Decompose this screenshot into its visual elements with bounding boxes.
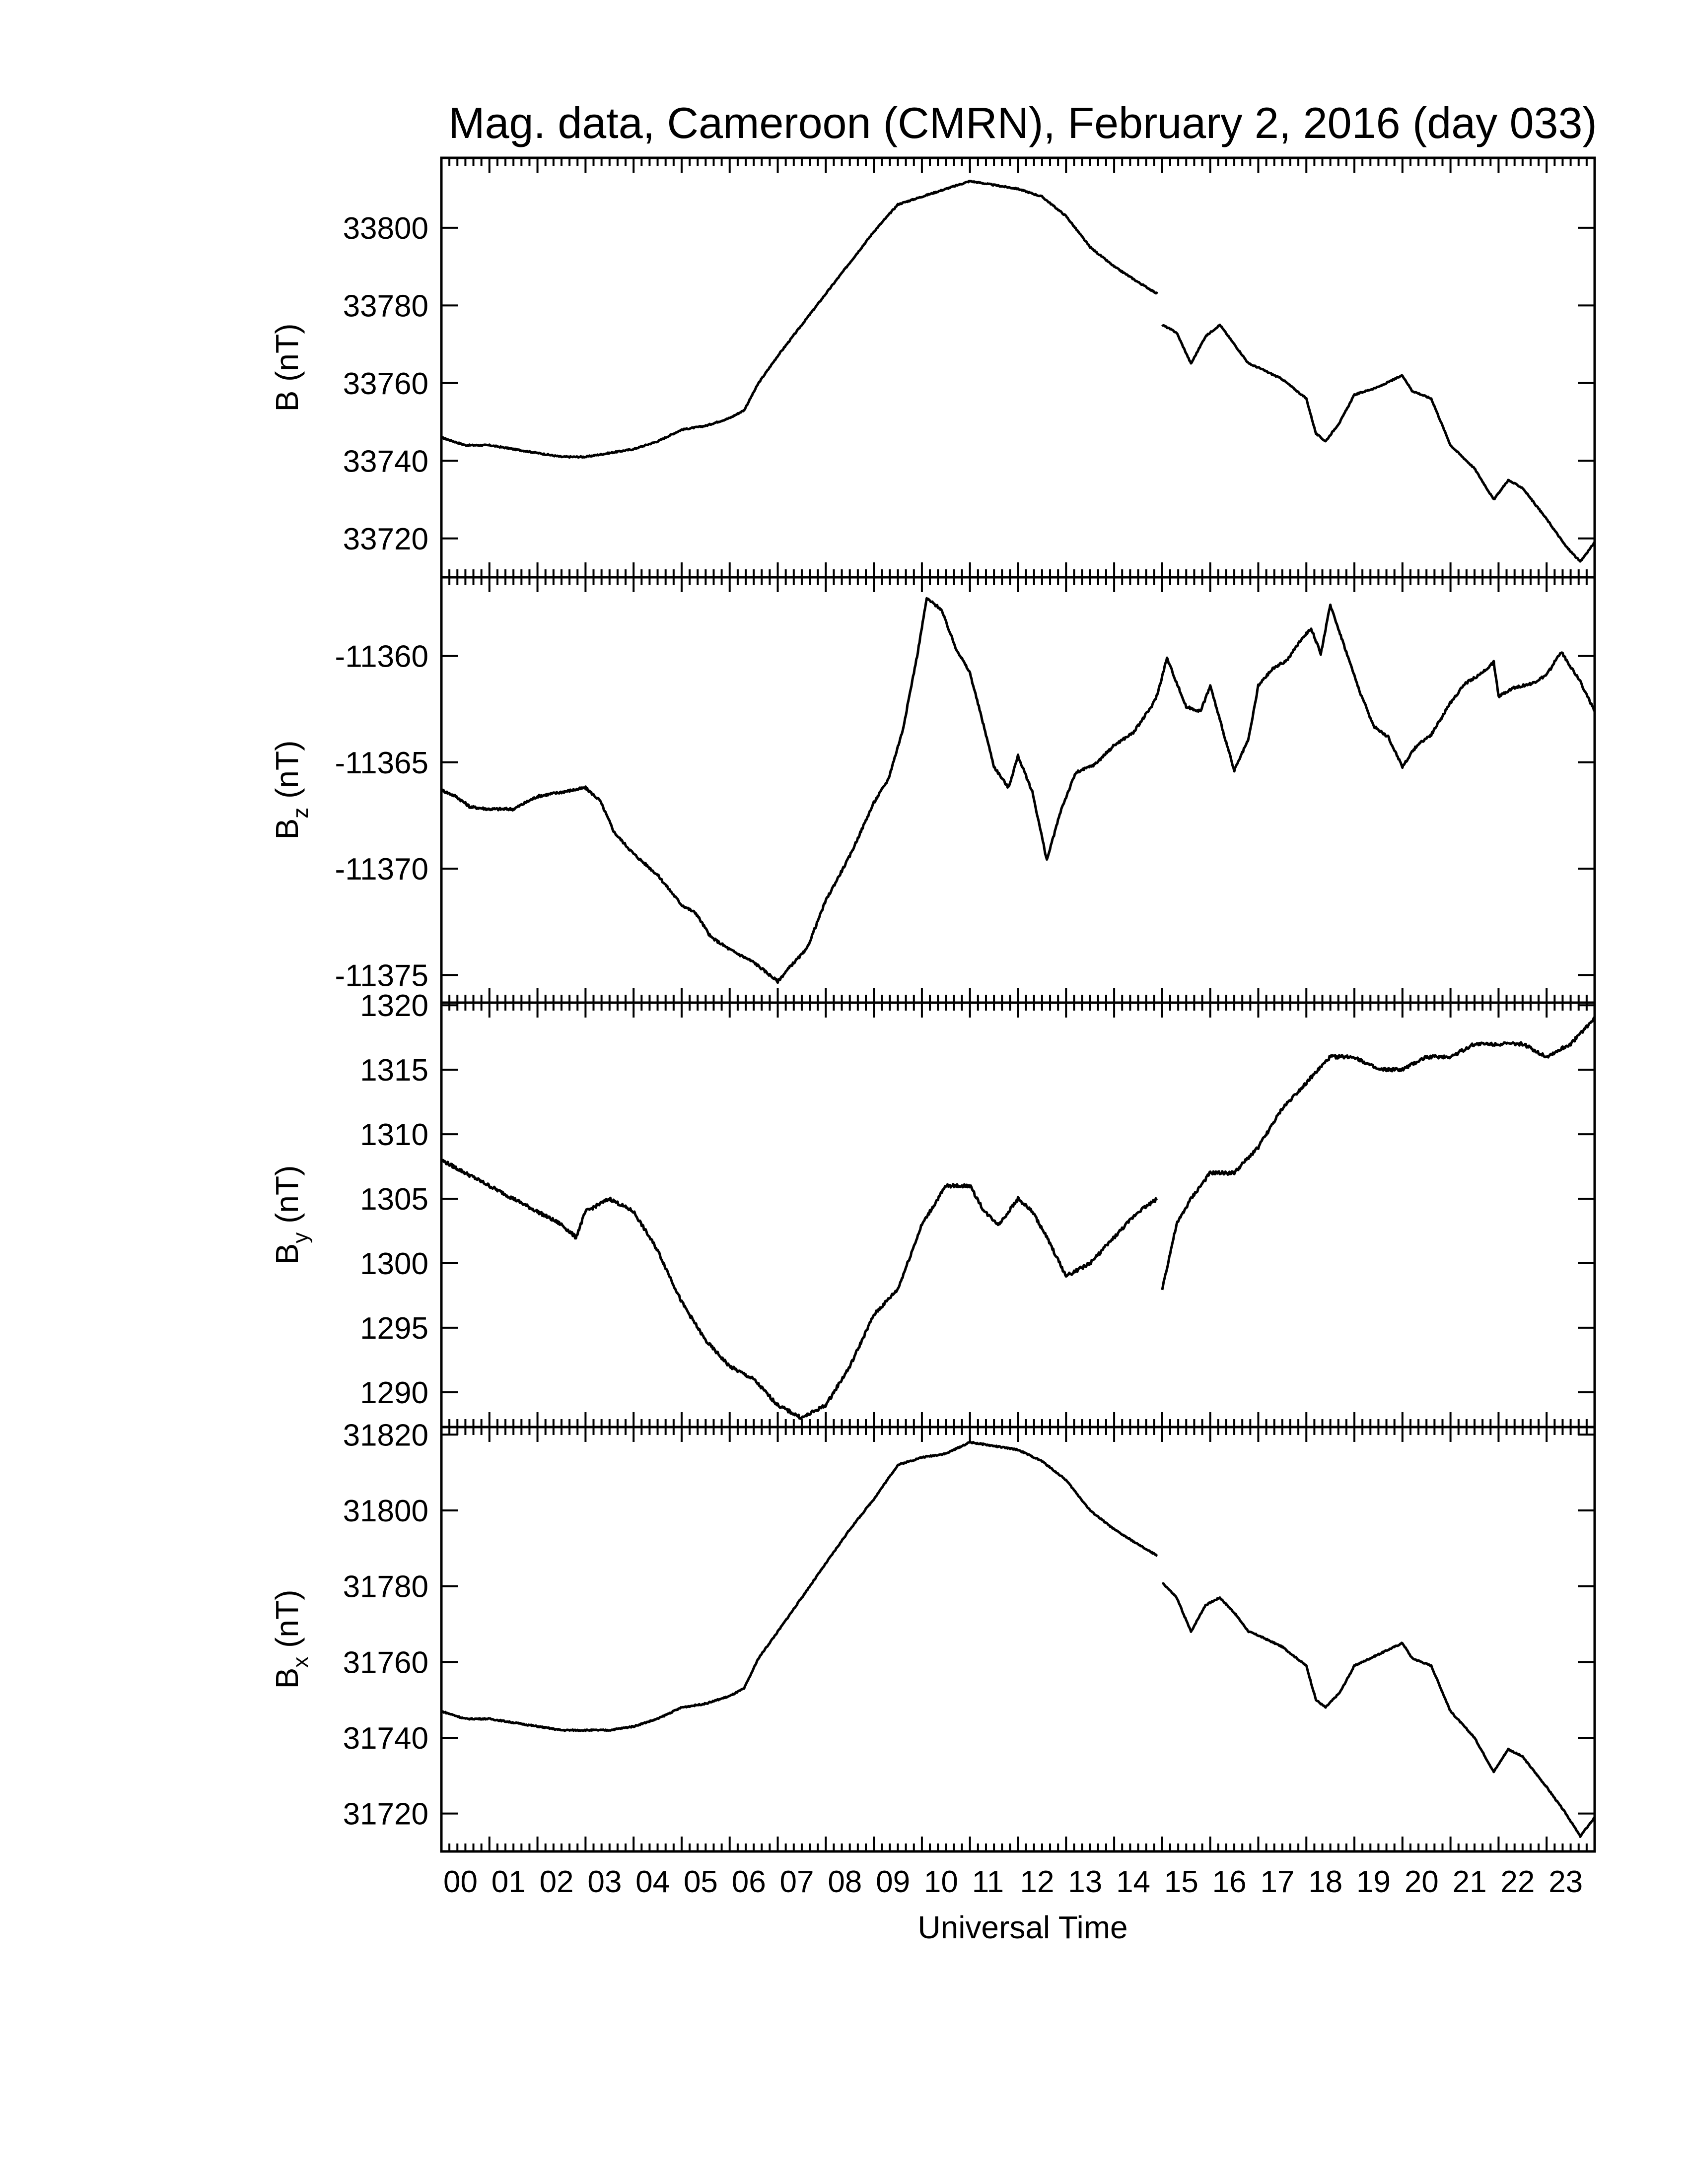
x-tick-label: 02 bbox=[540, 1865, 574, 1899]
y-tick-label: 1315 bbox=[360, 1053, 428, 1088]
y-tick-label: -11375 bbox=[335, 958, 428, 993]
y-axis-label: Bx (nT) bbox=[269, 1590, 313, 1689]
panel-frame bbox=[440, 1001, 1596, 1429]
x-tick-label: 18 bbox=[1308, 1865, 1342, 1899]
x-tick-label: 05 bbox=[684, 1865, 718, 1899]
y-tick-label: 31740 bbox=[343, 1721, 428, 1756]
y-axis-label-unit: (nT) bbox=[269, 1165, 305, 1232]
y-tick-label: 31760 bbox=[343, 1645, 428, 1680]
panel-1: 33720 33740 33760 33780 33800 B (nT) bbox=[269, 156, 1596, 579]
panel-3: 1290 1295 1300 1305 1310 1315 1320 By (nT) bbox=[269, 989, 1596, 1429]
y-tick-label: 31780 bbox=[343, 1570, 428, 1604]
x-tick-label: 09 bbox=[876, 1865, 910, 1899]
data-trace-segment-2 bbox=[1161, 1581, 1596, 1838]
y-axis-label: Bz (nT) bbox=[269, 741, 313, 840]
x-tick-label: 03 bbox=[587, 1865, 622, 1899]
y-axis-label: By (nT) bbox=[269, 1165, 313, 1265]
y-tick-label: 1310 bbox=[360, 1118, 428, 1152]
y-axis-label-subscript: x bbox=[288, 1657, 313, 1668]
y-tick-label: 1290 bbox=[360, 1376, 428, 1410]
y-tick-label: 33740 bbox=[343, 444, 428, 478]
data-trace-segment-1 bbox=[441, 180, 1159, 459]
y-tick-label: 33800 bbox=[343, 211, 428, 246]
data-trace-segment-1 bbox=[440, 597, 1596, 984]
x-tick-label: 19 bbox=[1356, 1865, 1391, 1899]
x-tick-label: 08 bbox=[828, 1865, 862, 1899]
panel-frame bbox=[440, 1426, 1596, 1853]
y-tick-label: 1295 bbox=[360, 1311, 428, 1346]
chart-title: Mag. data, Cameroon (CMRN), February 2, … bbox=[448, 98, 1597, 147]
y-tick-label: 31800 bbox=[343, 1494, 428, 1528]
data-trace-segment-1 bbox=[441, 1440, 1158, 1732]
y-axis-label-main: B bbox=[269, 391, 305, 412]
y-tick-label: -11370 bbox=[335, 852, 428, 887]
x-tick-label: 16 bbox=[1212, 1865, 1247, 1899]
y-tick-label: 33780 bbox=[343, 289, 428, 323]
data-trace-segment-1 bbox=[440, 1159, 1158, 1420]
y-axis-label-unit: (nT) bbox=[269, 741, 305, 808]
x-tick-label: 14 bbox=[1116, 1865, 1150, 1899]
x-tick-label: 12 bbox=[1020, 1865, 1055, 1899]
x-tick-label: 17 bbox=[1260, 1865, 1294, 1899]
y-tick-label: 31820 bbox=[343, 1418, 428, 1452]
x-tick-label: 10 bbox=[924, 1865, 958, 1899]
panel-2: -11375 -11370 -11365 -11360 Bz (nT) bbox=[269, 576, 1596, 1004]
x-tick-label: 01 bbox=[492, 1865, 526, 1899]
y-axis-label-main: B bbox=[269, 1243, 305, 1265]
y-tick-label: 1320 bbox=[360, 989, 428, 1023]
x-tick-label: 22 bbox=[1500, 1865, 1535, 1899]
x-tick-label: 00 bbox=[443, 1865, 478, 1899]
x-tick-label: 15 bbox=[1164, 1865, 1198, 1899]
x-tick-label: 21 bbox=[1453, 1865, 1487, 1899]
y-tick-label: -11360 bbox=[335, 640, 428, 674]
y-tick-label: 1300 bbox=[360, 1247, 428, 1281]
x-tick-labels: 00 01 02 03 04 05 06 07 08 09 10 11 12 13 14 15 16 17 18 19… bbox=[443, 1865, 1583, 1899]
y-axis-label: B (nT) bbox=[269, 324, 305, 412]
panel-frame bbox=[440, 156, 1596, 579]
y-axis-label-main: B bbox=[269, 1668, 305, 1689]
y-tick-label: 1305 bbox=[360, 1182, 428, 1217]
x-tick-label: 13 bbox=[1068, 1865, 1102, 1899]
x-tick-label: 04 bbox=[635, 1865, 670, 1899]
panel-frame bbox=[440, 576, 1596, 1004]
x-tick-label: 23 bbox=[1548, 1865, 1583, 1899]
x-tick-label: 11 bbox=[972, 1865, 1004, 1899]
y-tick-label: -11365 bbox=[335, 746, 428, 780]
x-axis-label: Universal Time bbox=[917, 1910, 1127, 1945]
x-tick-label: 20 bbox=[1405, 1865, 1439, 1899]
y-tick-label: 33760 bbox=[343, 367, 428, 401]
y-axis-label-subscript: z bbox=[288, 808, 313, 819]
data-trace-segment-2 bbox=[1161, 1016, 1596, 1291]
y-axis-label-main: B bbox=[269, 819, 305, 840]
y-axis-label-unit: (nT) bbox=[269, 1590, 305, 1657]
data-trace-segment-2 bbox=[1161, 324, 1596, 563]
x-tick-label: 06 bbox=[732, 1865, 766, 1899]
y-tick-label: 31720 bbox=[343, 1797, 428, 1832]
y-axis-label-subscript: y bbox=[288, 1232, 313, 1243]
y-axis-label-unit: (nT) bbox=[269, 324, 305, 391]
panel-4: 31720 31740 31760 31780 31800 31820 Bx (nT) bbox=[269, 1418, 1596, 1853]
x-tick-label: 07 bbox=[780, 1865, 814, 1899]
y-tick-label: 33720 bbox=[343, 522, 428, 556]
